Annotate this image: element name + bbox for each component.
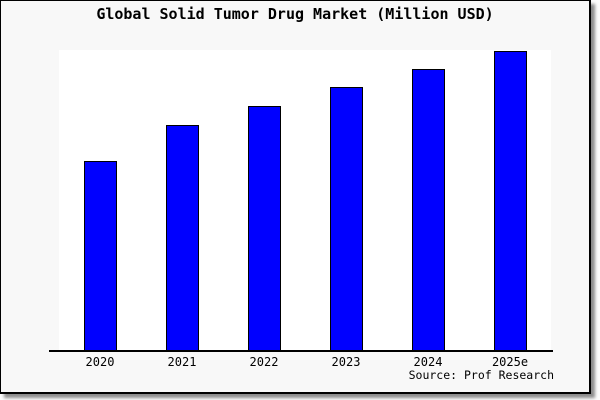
x-axis-line — [49, 350, 553, 352]
bar-2021 — [166, 125, 199, 351]
source-credit: Source: Prof Research — [408, 368, 554, 382]
x-tick-2024: 2024 — [413, 355, 443, 369]
x-tick-2022: 2022 — [249, 355, 279, 369]
bar-2020 — [84, 161, 117, 351]
x-tick-2023: 2023 — [331, 355, 361, 369]
chart-frame: Global Solid Tumor Drug Market (Million … — [0, 0, 591, 394]
bar-2024 — [412, 69, 445, 351]
bar-2023 — [330, 87, 363, 351]
x-tick-2025e: 2025e — [491, 355, 529, 369]
x-tick-2020: 2020 — [85, 355, 115, 369]
bar-2025e — [494, 51, 527, 351]
chart-title: Global Solid Tumor Drug Market (Million … — [96, 5, 494, 23]
bar-2022 — [248, 106, 281, 351]
plot-area — [59, 50, 551, 351]
x-tick-2021: 2021 — [167, 355, 197, 369]
